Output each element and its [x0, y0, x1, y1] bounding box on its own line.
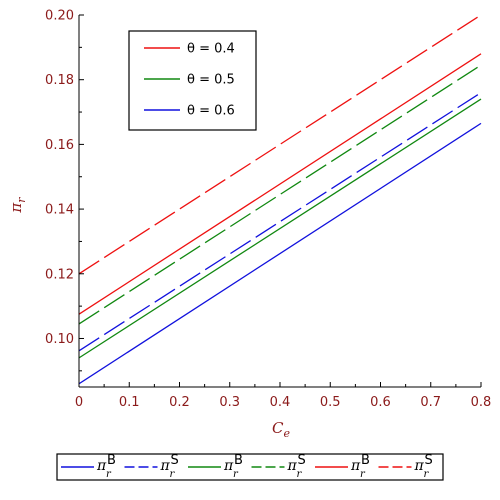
- x-tick-label: 0.4: [270, 395, 291, 410]
- y-tick-label: 0.18: [45, 73, 74, 88]
- series-legend-sub: r: [360, 469, 366, 480]
- x-tick-label: 0.1: [119, 395, 140, 410]
- axes: 0.10 0.12 0.14 0.16 0.18 0.20 0 0.1 0.2 0.3 0.4 0.5…: [7, 9, 491, 441]
- x-tick-label: 0.6: [370, 395, 391, 410]
- series-line-s-theta-0.5: [78, 64, 482, 325]
- series-legend-label: π: [350, 458, 361, 474]
- y-tick-label: 0.12: [45, 267, 74, 282]
- series-legend-sub: r: [424, 469, 430, 480]
- x-tick-label: 0.3: [219, 395, 240, 410]
- series-line-b-theta-0.5: [78, 98, 482, 359]
- theta-legend: θ = 0.4 θ = 0.5 θ = 0.6: [128, 30, 257, 131]
- series-legend: πrB πrS πrB πrS πrB πrS: [56, 453, 444, 481]
- series-legend-sup: S: [298, 453, 306, 468]
- y-tick-label: 0.16: [45, 138, 74, 153]
- theta-legend-label: θ = 0.4: [187, 42, 235, 57]
- series-legend-sub: r: [297, 469, 303, 480]
- series-legend-label: π: [160, 458, 171, 474]
- x-tick-label: 0.8: [471, 395, 492, 410]
- series-line-s-theta-0.6: [78, 92, 482, 352]
- series-legend-label: π: [414, 458, 425, 474]
- series-line-b-theta-0.6: [78, 122, 482, 385]
- series-line-b-theta-0.4: [78, 53, 482, 315]
- theta-legend-label: θ = 0.6: [187, 104, 235, 119]
- series-legend-sup: B: [234, 453, 243, 468]
- y-axis-label: πr: [7, 197, 28, 214]
- plot-area: [78, 14, 482, 385]
- theta-legend-label: θ = 0.5: [187, 73, 235, 88]
- series-legend-sup: S: [425, 453, 433, 468]
- series-legend-sub: r: [170, 469, 176, 480]
- series-legend-sup: S: [171, 453, 179, 468]
- series-legend-box: [56, 453, 444, 481]
- x-tick-label: 0.7: [420, 395, 441, 410]
- series-legend-label: π: [96, 458, 107, 474]
- series-legend-sub: r: [106, 469, 112, 480]
- series-legend-sup: B: [361, 453, 370, 468]
- y-tick-label: 0.10: [45, 332, 74, 347]
- series-legend-label: π: [223, 458, 234, 474]
- y-tick-label: 0.14: [45, 203, 74, 218]
- x-tick-label: 0: [75, 395, 83, 410]
- x-tick-label: 0.5: [320, 395, 341, 410]
- series-legend-sub: r: [233, 469, 239, 480]
- series-legend-sup: B: [107, 453, 116, 468]
- x-tick-label: 0.2: [169, 395, 190, 410]
- x-axis-label: Ce: [272, 419, 290, 440]
- series-legend-label: π: [287, 458, 298, 474]
- series-line-s-theta-0.4: [78, 14, 482, 275]
- y-tick-label: 0.20: [45, 9, 74, 24]
